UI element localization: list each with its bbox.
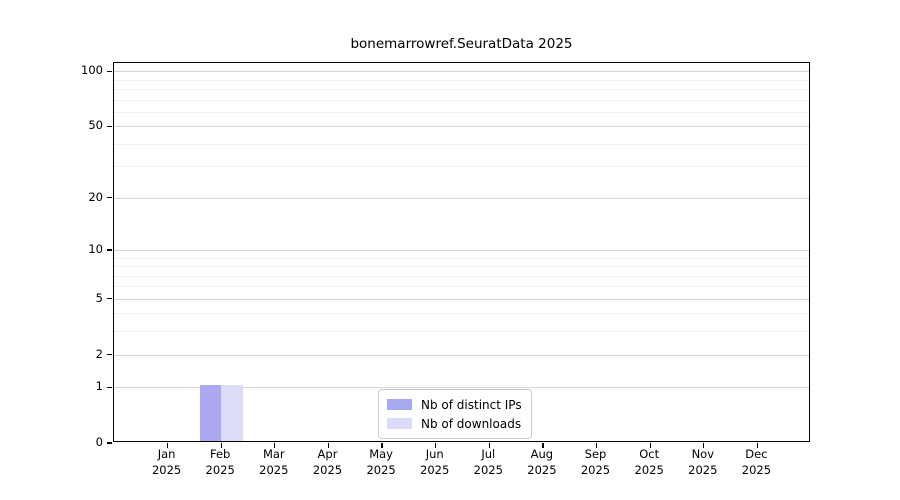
legend-row: Nb of downloads bbox=[387, 414, 522, 433]
y-tick-label: 20 bbox=[88, 189, 103, 204]
y-tick-label: 100 bbox=[81, 63, 103, 78]
y-tick-mark bbox=[107, 70, 113, 72]
y-tick-mark bbox=[107, 197, 113, 199]
x-tick-mark bbox=[166, 442, 169, 448]
x-tick-label: Feb 2025 bbox=[205, 447, 235, 477]
x-tick-mark bbox=[327, 442, 330, 448]
x-tick-mark bbox=[649, 442, 651, 448]
minor-gridline bbox=[114, 111, 809, 113]
y-tick-label: 10 bbox=[88, 241, 103, 256]
y-tick-label: 1 bbox=[95, 379, 103, 394]
x-tick-label: Jun 2025 bbox=[420, 447, 450, 477]
y-tick-mark bbox=[107, 249, 113, 251]
minor-gridline bbox=[114, 266, 809, 267]
x-tick-mark bbox=[381, 442, 383, 448]
y-tick-label: 2 bbox=[95, 346, 103, 361]
x-tick-label: Mar 2025 bbox=[259, 447, 289, 477]
minor-gridline bbox=[114, 79, 809, 81]
bar-nb-of-distinct-ips bbox=[199, 385, 222, 441]
legend-label: Nb of downloads bbox=[421, 416, 522, 431]
y-tick-mark bbox=[107, 125, 113, 128]
x-tick-label: Sep 2025 bbox=[580, 447, 611, 477]
y-tick-mark bbox=[107, 386, 113, 388]
major-gridline bbox=[114, 197, 809, 199]
minor-gridline bbox=[114, 89, 809, 91]
major-gridline bbox=[114, 387, 809, 389]
x-tick-mark bbox=[488, 442, 490, 448]
x-tick-label: Aug 2025 bbox=[527, 447, 557, 477]
minor-gridline bbox=[114, 286, 809, 288]
legend-label: Nb of distinct IPs bbox=[421, 397, 522, 412]
y-tick-label: 5 bbox=[95, 290, 103, 305]
x-tick-label: May 2025 bbox=[366, 447, 396, 477]
x-tick-mark bbox=[435, 442, 437, 448]
x-tick-mark bbox=[703, 442, 705, 448]
x-tick-label: Nov 2025 bbox=[688, 447, 718, 477]
minor-gridline bbox=[114, 275, 809, 277]
chart-title: bonemarrowref.SeuratData 2025 bbox=[350, 36, 573, 52]
x-tick-mark bbox=[274, 442, 276, 448]
legend-swatch-icon bbox=[387, 418, 412, 429]
legend-swatch-icon bbox=[387, 399, 412, 410]
y-tick-label: 50 bbox=[88, 118, 103, 133]
minor-gridline bbox=[114, 257, 809, 259]
y-tick-mark bbox=[107, 442, 113, 444]
x-tick-label: Jul 2025 bbox=[473, 447, 503, 477]
minor-gridline bbox=[114, 166, 809, 168]
x-tick-mark bbox=[220, 442, 222, 448]
minor-gridline bbox=[114, 313, 809, 315]
minor-gridline bbox=[114, 143, 809, 145]
x-tick-mark bbox=[542, 442, 544, 448]
major-gridline bbox=[114, 126, 809, 128]
legend: Nb of distinct IPs Nb of downloads bbox=[378, 389, 532, 439]
x-tick-label: Jan 2025 bbox=[151, 447, 182, 477]
minor-gridline bbox=[114, 99, 809, 101]
major-gridline bbox=[114, 249, 809, 251]
major-gridline bbox=[114, 298, 809, 300]
legend-row: Nb of distinct IPs bbox=[387, 395, 522, 414]
x-tick-mark bbox=[595, 442, 598, 448]
y-tick-label: 0 bbox=[95, 435, 103, 449]
x-tick-label: Dec 2025 bbox=[741, 447, 772, 477]
major-gridline bbox=[114, 71, 809, 73]
bar-nb-of-downloads bbox=[221, 385, 243, 441]
x-tick-label: Apr 2025 bbox=[312, 447, 343, 477]
x-tick-label: Oct 2025 bbox=[634, 447, 664, 477]
x-tick-mark bbox=[756, 442, 759, 448]
plot-area bbox=[107, 62, 810, 448]
major-gridline bbox=[114, 354, 809, 356]
y-tick-mark bbox=[107, 353, 113, 356]
minor-gridline bbox=[114, 331, 809, 333]
y-tick-mark bbox=[107, 298, 113, 300]
